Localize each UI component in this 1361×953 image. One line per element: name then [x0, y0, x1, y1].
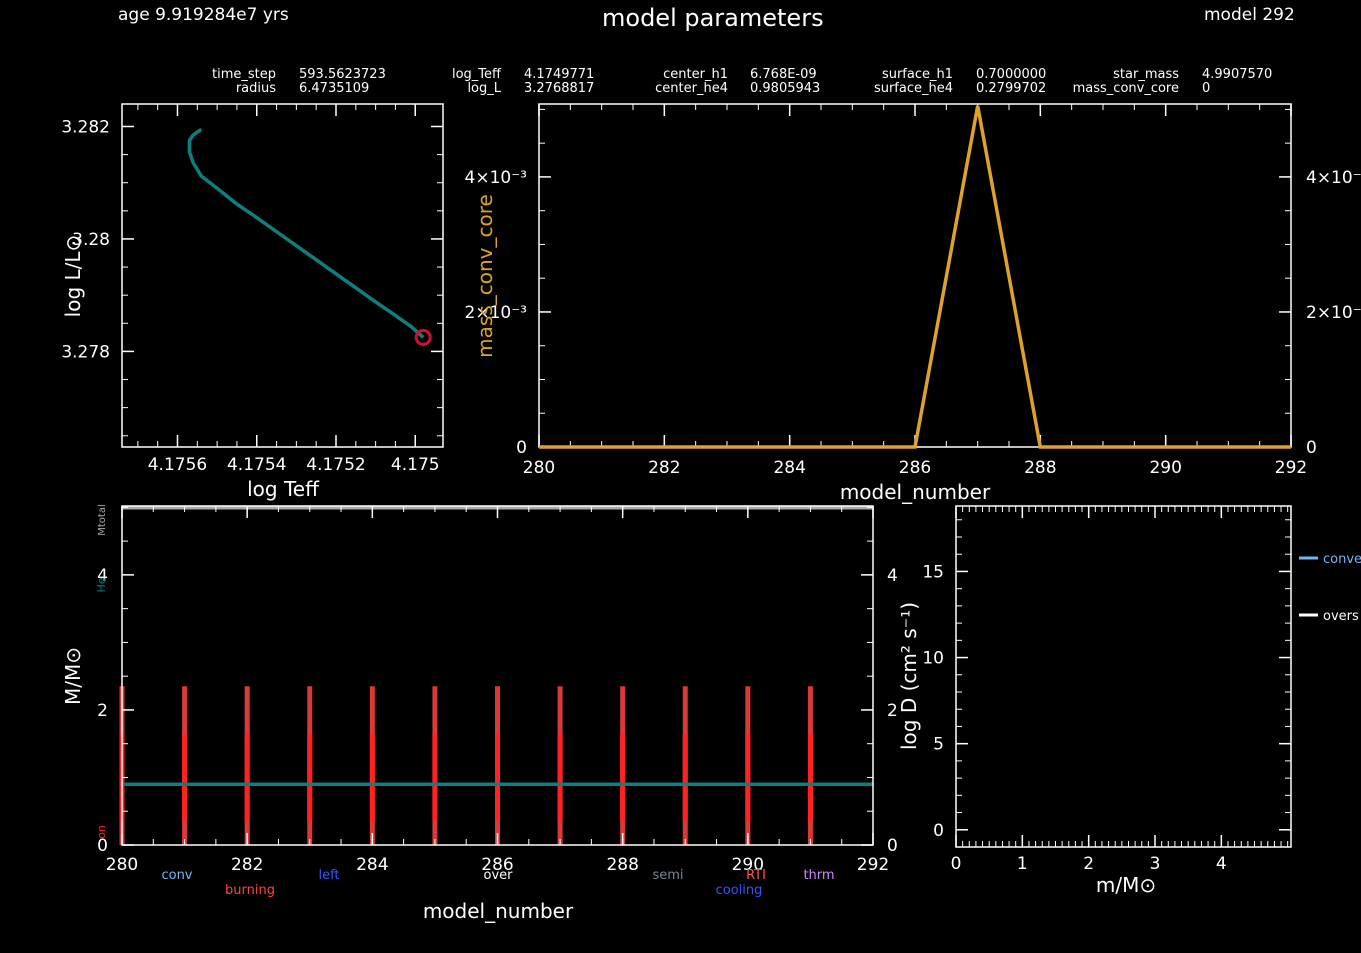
kipp-legend-semi: semi: [652, 868, 683, 883]
mixing-legend-conve: conve: [1323, 552, 1361, 567]
kipp-x-tick-label: 290: [732, 855, 764, 875]
mtotal-side-label: Mtotal: [97, 504, 108, 536]
kipp-legend-over: over: [484, 868, 514, 883]
kipp-y-tick-label-right: 4: [887, 566, 898, 586]
kipp-y-tick-label: 2: [97, 701, 108, 721]
info-label: center_h1: [663, 67, 728, 82]
kipp-x-tick-label: 286: [481, 855, 513, 875]
conv-y-tick-label-right: 0: [1306, 438, 1317, 458]
conv-y-tick-label: 4×10⁻³: [465, 168, 527, 188]
hr-x-tick-label: 4.1754: [227, 455, 286, 475]
kipp-y-tick-label: 4: [97, 566, 108, 586]
kipp-legend-thrm: thrm: [803, 868, 834, 883]
conv-x-tick-label: 290: [1149, 458, 1181, 478]
info-label: surface_h1: [881, 67, 953, 82]
kipp-x-tick-label: 280: [106, 855, 138, 875]
conv-x-tick-label: 284: [773, 458, 805, 478]
conv-x-tick-label: 288: [1024, 458, 1056, 478]
hr-y-tick-label: 3.282: [61, 117, 110, 137]
kipp-legend-conv: conv: [161, 868, 192, 883]
mixing-x-tick-label: 2: [1083, 854, 1094, 874]
info-value: 6.768E-09: [750, 67, 817, 82]
conv-core-line: [539, 105, 1291, 449]
info-value: 593.5623723: [299, 67, 386, 82]
hr-frame: [121, 103, 444, 448]
info-value: 0: [1202, 81, 1211, 96]
info-label: mass_conv_core: [1072, 81, 1179, 96]
kipp-y-tick-label-right: 2: [887, 701, 898, 721]
mixing-y-tick-label: 15: [922, 562, 944, 582]
hr-y-tick-label: 3.28: [72, 230, 110, 250]
conv-core-frame: [538, 103, 1292, 448]
info-label: log_L: [467, 81, 501, 96]
hr-x-tick-label: 4.175: [391, 455, 440, 475]
hr-track-line: [187, 127, 425, 339]
age-label: age 9.919284e7 yrs: [118, 5, 289, 25]
hr-x-tick-label: 4.1756: [148, 455, 207, 475]
kipp-y-axis-label: M/M⊙: [61, 647, 85, 705]
he-side-label: He: [95, 577, 108, 592]
mixing-y-tick-label: 0: [933, 821, 944, 841]
mixing-x-tick-label: 4: [1216, 854, 1227, 874]
info-value: 0.7000000: [976, 67, 1047, 82]
mixing-y-tick-label: 10: [922, 649, 944, 669]
kipp-x-tick-label: 288: [606, 855, 638, 875]
mixing-frame: [955, 505, 1292, 848]
info-value: 0.9805943: [750, 81, 821, 96]
info-label: surface_he4: [873, 81, 953, 96]
info-value: 0.2799702: [976, 81, 1047, 96]
kipp-y-axis-label-right: log D (cm² s⁻¹): [897, 602, 921, 750]
hr-x-axis-label: log Teff: [247, 477, 320, 501]
kipp-y-tick-label-right: 0: [887, 836, 898, 856]
mixing-y-tick-label: 5: [933, 735, 944, 755]
conv-y-tick-label-right: 2×10⁻³: [1306, 303, 1361, 323]
hr-x-tick-label: 4.1752: [306, 455, 365, 475]
kipp-x-tick-label: 284: [356, 855, 388, 875]
kipp-x-tick-label: 292: [857, 855, 889, 875]
info-value: 6.4735109: [299, 81, 370, 96]
info-label: log_Teff: [451, 67, 501, 82]
kipp-y-tick-label: 0: [97, 836, 108, 856]
conv-y-tick-label: 2×10⁻³: [465, 303, 527, 323]
hr-y-axis-label: log L/L⊙: [61, 235, 85, 318]
conv-y-axis-label: mass_conv_core: [473, 194, 497, 358]
kipp-legend-RTI: RTI: [746, 868, 766, 883]
conv-x-tick-label: 292: [1275, 458, 1307, 478]
info-label: center_he4: [655, 81, 728, 96]
conv-x-axis-label: model_number: [840, 480, 991, 504]
model-number-label: model 292: [1204, 5, 1295, 25]
conv-x-tick-label: 280: [523, 458, 555, 478]
kipp-legend-left: left: [318, 868, 339, 883]
info-label: time_step: [212, 67, 276, 82]
info-label: radius: [235, 81, 276, 96]
mixing-legend-overs: overs: [1323, 609, 1359, 624]
info-value: 4.9907570: [1202, 67, 1273, 82]
kipp-legend-cooling: cooling: [716, 883, 763, 898]
kipp-legend-burning: burning: [225, 883, 275, 898]
info-value: 4.1749771: [524, 67, 595, 82]
info-value: 3.2768817: [524, 81, 595, 96]
conv-x-tick-label: 286: [899, 458, 931, 478]
info-label: star_mass: [1113, 67, 1179, 82]
hr-y-tick-label: 3.278: [61, 342, 110, 362]
hr-current-marker: [414, 328, 432, 346]
mixing-x-tick-label: 3: [1150, 854, 1161, 874]
kipp-x-axis-label: model_number: [423, 899, 574, 923]
kipp-x-tick-label: 282: [231, 855, 263, 875]
conv-y-tick-label-right: 4×10⁻³: [1306, 168, 1361, 188]
conv-y-tick-label: 0: [516, 438, 527, 458]
mixing-x-axis-label: m/M⊙: [1096, 873, 1156, 897]
burn-side-label: on: [95, 825, 108, 839]
conv-x-tick-label: 282: [648, 458, 680, 478]
mixing-x-tick-label: 0: [951, 854, 962, 874]
page-title: model parameters: [602, 4, 824, 32]
mixing-x-tick-label: 1: [1017, 854, 1028, 874]
